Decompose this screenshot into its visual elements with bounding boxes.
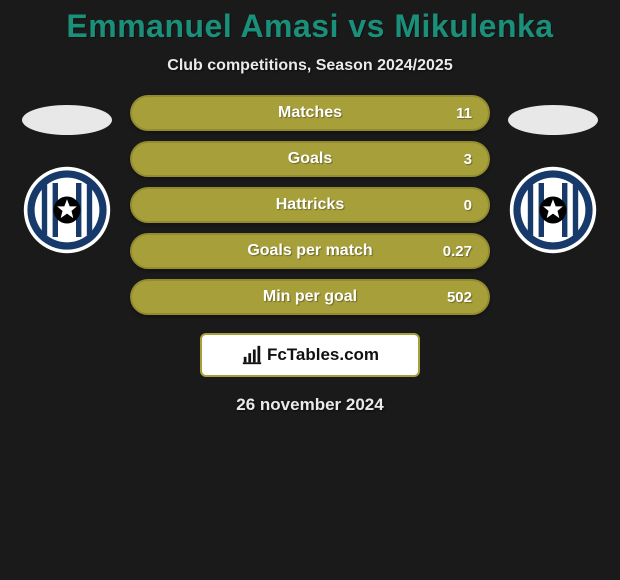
page-title: Emmanuel Amasi vs Mikulenka (0, 8, 620, 45)
left-club-logo-icon (22, 165, 112, 255)
content-row: Matches 11 Goals 3 Hattricks 0 Goals per match… (0, 95, 620, 315)
brand-text: FcTables.com (267, 345, 379, 365)
stat-pill: Hattricks 0 (130, 187, 490, 223)
stat-value: 0 (464, 197, 472, 214)
stat-value: 502 (447, 289, 472, 306)
stat-pill: Goals 3 (130, 141, 490, 177)
stat-pill: Min per goal 502 (130, 279, 490, 315)
right-club-logo-icon (508, 165, 598, 255)
left-player-ellipse (22, 105, 112, 135)
subtitle: Club competitions, Season 2024/2025 (0, 57, 620, 75)
right-player-column (498, 95, 608, 255)
bar-chart-icon (241, 344, 263, 366)
stat-label: Matches (278, 104, 342, 122)
date-line: 26 november 2024 (0, 395, 620, 415)
right-player-ellipse (508, 105, 598, 135)
stats-column: Matches 11 Goals 3 Hattricks 0 Goals per match… (130, 95, 490, 315)
stat-pill: Goals per match 0.27 (130, 233, 490, 269)
stat-label: Goals (288, 150, 332, 168)
stat-value: 3 (464, 151, 472, 168)
stat-pill: Matches 11 (130, 95, 490, 131)
brand-badge[interactable]: FcTables.com (200, 333, 420, 377)
stat-label: Hattricks (276, 196, 344, 214)
stat-label: Min per goal (263, 288, 357, 306)
stat-label: Goals per match (247, 242, 372, 260)
stat-value: 11 (456, 105, 472, 122)
left-player-column (12, 95, 122, 255)
stat-value: 0.27 (443, 243, 472, 260)
